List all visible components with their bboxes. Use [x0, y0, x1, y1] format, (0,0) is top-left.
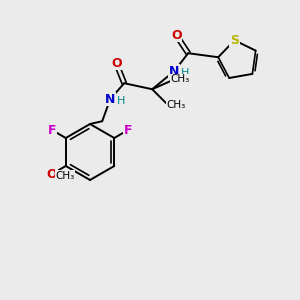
Text: O: O — [171, 29, 181, 42]
Text: N: N — [169, 65, 179, 78]
Text: F: F — [124, 124, 133, 137]
Text: H: H — [117, 96, 125, 106]
Text: O: O — [111, 57, 122, 70]
Text: CH₃: CH₃ — [171, 74, 190, 84]
Text: F: F — [47, 124, 56, 137]
Text: H: H — [181, 68, 189, 78]
Text: S: S — [230, 34, 239, 47]
Text: N: N — [105, 93, 116, 106]
Text: CH₃: CH₃ — [55, 171, 74, 181]
Text: CH₃: CH₃ — [167, 100, 186, 110]
Text: O: O — [46, 167, 57, 181]
